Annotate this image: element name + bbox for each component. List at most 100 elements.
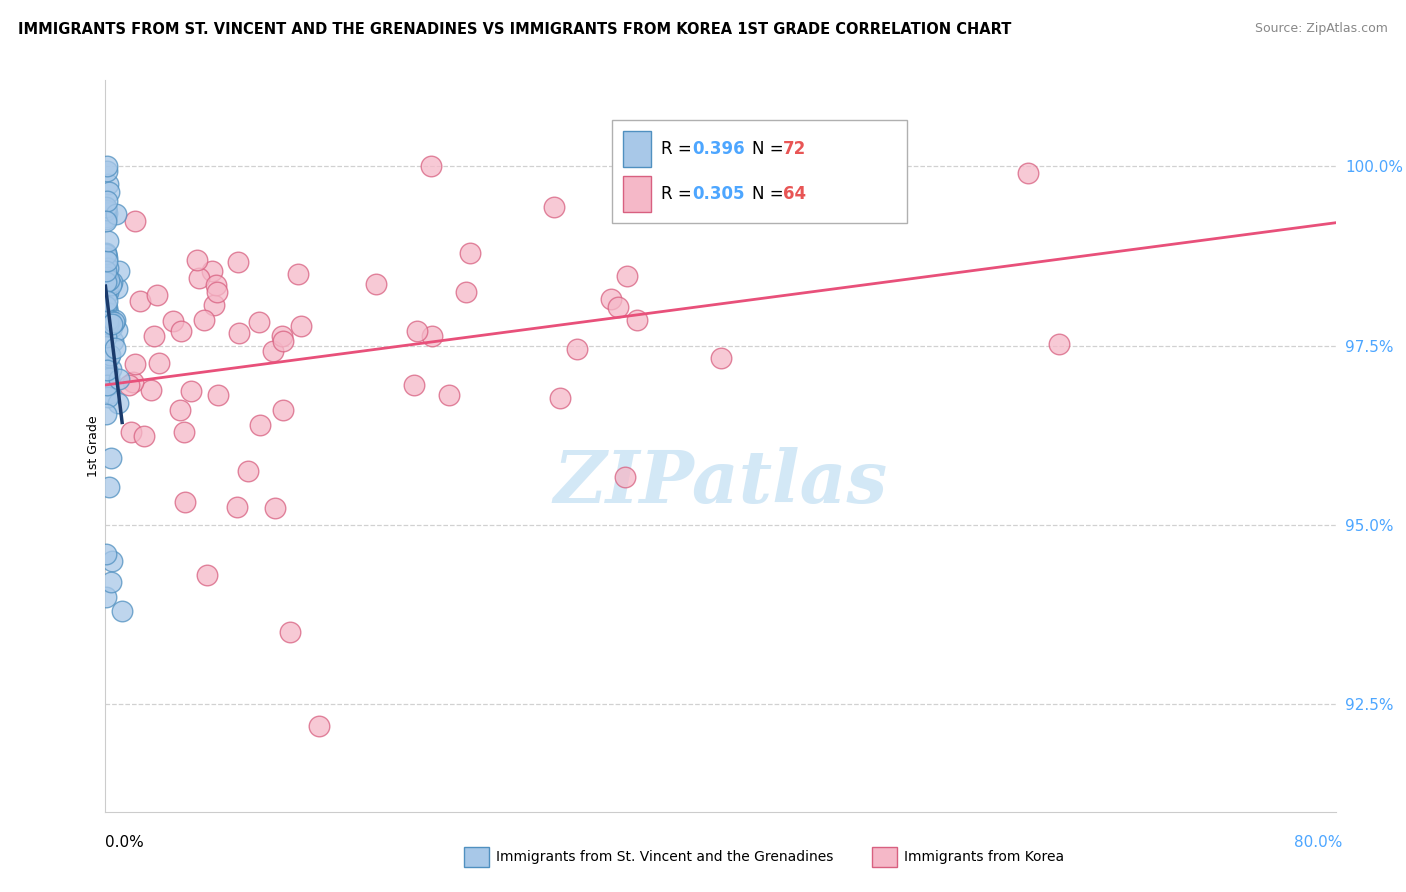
Point (96, 293, 118, 308)
Point (97, 177, 120, 191)
Point (94, 200, 117, 214)
Text: Immigrants from Korea: Immigrants from Korea (904, 850, 1064, 864)
Point (205, 278, 228, 293)
Point (101, 334, 124, 349)
Point (96, 253, 118, 268)
Point (96, 288, 118, 302)
Point (96, 202, 118, 216)
Point (188, 270, 211, 285)
Point (270, 329, 292, 343)
Point (96, 205, 118, 219)
Point (108, 372, 131, 386)
Point (550, 391, 572, 405)
Point (124, 357, 146, 371)
Point (420, 329, 443, 343)
Point (98, 480, 121, 494)
Point (142, 329, 165, 343)
Point (97, 285, 120, 299)
Point (97, 306, 120, 320)
Point (287, 268, 309, 282)
Point (94, 202, 117, 216)
Text: 72: 72 (783, 140, 807, 158)
Point (626, 312, 648, 326)
Point (128, 293, 150, 308)
Point (96, 269, 118, 284)
Point (148, 356, 170, 370)
Point (94, 212, 117, 227)
Point (96, 330, 118, 344)
Point (405, 324, 427, 338)
Point (710, 351, 733, 365)
Point (169, 403, 191, 417)
Point (94, 210, 117, 224)
Text: ZIPatlas: ZIPatlas (554, 447, 887, 518)
Point (1047, 337, 1070, 351)
Point (201, 264, 224, 278)
Point (96, 275, 118, 289)
Point (101, 275, 124, 289)
Point (100, 575, 122, 590)
Point (170, 325, 193, 339)
Point (94, 264, 117, 278)
Point (94, 407, 117, 421)
Point (437, 388, 460, 402)
Point (404, 378, 426, 392)
Point (207, 387, 229, 401)
Point (120, 425, 142, 440)
Point (195, 568, 218, 582)
Text: R =: R = (661, 140, 697, 158)
Text: 0.396: 0.396 (692, 140, 744, 158)
Point (139, 383, 162, 397)
Point (193, 313, 215, 327)
Point (458, 245, 481, 260)
Point (96, 301, 118, 315)
Point (96, 378, 118, 392)
Point (1017, 166, 1039, 180)
Text: Source: ZipAtlas.com: Source: ZipAtlas.com (1254, 22, 1388, 36)
Point (600, 292, 623, 306)
Point (226, 255, 249, 269)
Point (262, 344, 284, 359)
Point (103, 315, 125, 329)
Point (98, 348, 121, 362)
Point (100, 278, 122, 293)
Point (94, 590, 117, 604)
Point (863, 162, 886, 177)
Point (105, 207, 128, 221)
Point (202, 297, 225, 311)
Point (271, 334, 294, 348)
Point (98, 371, 121, 385)
Point (98, 313, 121, 327)
Text: N =: N = (752, 186, 789, 203)
Point (186, 252, 208, 267)
Point (180, 384, 202, 398)
Point (173, 495, 195, 509)
Point (96, 362, 118, 376)
Point (96, 275, 118, 289)
Point (420, 160, 443, 174)
Point (96, 269, 118, 284)
Text: IMMIGRANTS FROM ST. VINCENT AND THE GRENADINES VS IMMIGRANTS FROM KOREA 1ST GRAD: IMMIGRANTS FROM ST. VINCENT AND THE GREN… (18, 22, 1012, 37)
Point (280, 625, 302, 640)
Point (97, 277, 120, 291)
Text: 0.305: 0.305 (692, 186, 744, 203)
Point (249, 418, 271, 433)
Point (226, 500, 249, 514)
Point (108, 264, 131, 278)
Point (97, 185, 120, 199)
Point (122, 376, 145, 390)
Point (247, 315, 270, 329)
Point (101, 320, 124, 334)
Point (105, 281, 128, 295)
Point (101, 317, 124, 331)
Point (205, 285, 228, 300)
Point (565, 342, 588, 356)
Point (616, 269, 638, 284)
Point (124, 214, 146, 228)
Point (96, 308, 118, 322)
Point (94, 202, 117, 217)
Point (263, 501, 285, 516)
Point (97, 234, 120, 248)
Point (454, 285, 477, 299)
Text: N =: N = (752, 140, 789, 158)
